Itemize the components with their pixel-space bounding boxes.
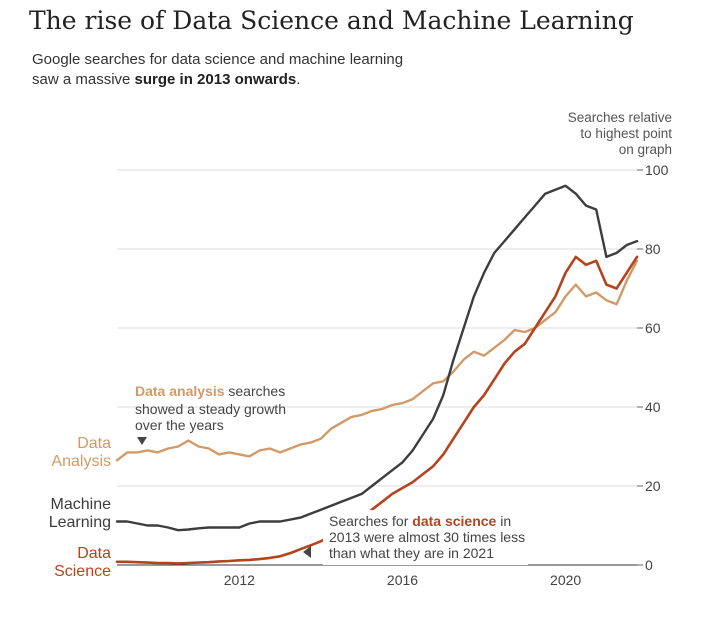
y-tick-label-0: 0 (645, 557, 653, 573)
y-axis-title-line-2: to highest point (580, 126, 672, 141)
y-tick-label-40: 40 (645, 399, 661, 415)
data-science-note-arrow (303, 546, 311, 558)
y-axis-title-line-1: Searches relative (568, 110, 672, 125)
data-science-note-bold: data science (412, 513, 496, 529)
subtitle-line1: Google searches for data science and mac… (32, 51, 404, 68)
chart-title: The rise of Data Science and Machine Lea… (29, 6, 634, 35)
grid-layer: 0 20 40 60 80 100 (117, 162, 669, 573)
x-axis: 2012 2016 2020 (224, 572, 582, 588)
data-analysis-note-line-2: showed a steady growth (135, 401, 286, 417)
data-science-note-line-1: Searches for data science in (329, 513, 511, 529)
data-science-note-prefix: Searches for (329, 513, 412, 529)
x-tick-label-2020: 2020 (550, 572, 581, 588)
x-tick-label-2012: 2012 (224, 572, 255, 588)
data-analysis-note-arrow (137, 437, 147, 445)
data-science-note-line-2: 2013 were almost 30 times less (329, 529, 525, 545)
series-line-data-analysis (115, 259, 639, 462)
data-analysis-note-line-1: Data analysis searches (135, 383, 285, 399)
subtitle-line2-suffix: . (296, 71, 301, 88)
x-tick-label-2016: 2016 (387, 572, 418, 588)
series-label-data-analysis-2: Analysis (51, 453, 111, 470)
y-tick-label-20: 20 (645, 478, 661, 494)
series-label-data-science-2: Science (54, 563, 111, 580)
y-tick-label-60: 60 (645, 320, 661, 336)
series-lines (115, 184, 639, 565)
chart-subtitle: Google searches for data science and mac… (32, 50, 492, 90)
y-axis-title-line-3: on graph (619, 142, 672, 157)
data-science-note-line-3: than what they are in 2021 (329, 545, 494, 561)
data-science-note-suffix: in (496, 513, 511, 529)
data-science-note-background (323, 510, 528, 565)
subtitle-line2-prefix: saw a massive (32, 71, 135, 88)
series-label-data-science-1: Data (77, 545, 111, 562)
data-analysis-note-line-3: over the years (135, 417, 224, 433)
annotations: Data analysis searches showed a steady gr… (135, 383, 528, 565)
subtitle-emphasis: surge in 2013 onwards (134, 71, 297, 88)
series-label-machine-learning-1: Machine (51, 496, 112, 513)
data-analysis-note-suffix: searches (225, 383, 286, 399)
series-line-machine-learning (115, 184, 639, 532)
series-label-machine-learning-2: Learning (49, 514, 111, 531)
data-analysis-note-bold: Data analysis (135, 383, 225, 399)
y-tick-label-100: 100 (645, 162, 669, 178)
series-label-data-analysis-1: Data (77, 435, 111, 452)
y-tick-label-80: 80 (645, 241, 661, 257)
series-line-data-science (115, 255, 639, 565)
